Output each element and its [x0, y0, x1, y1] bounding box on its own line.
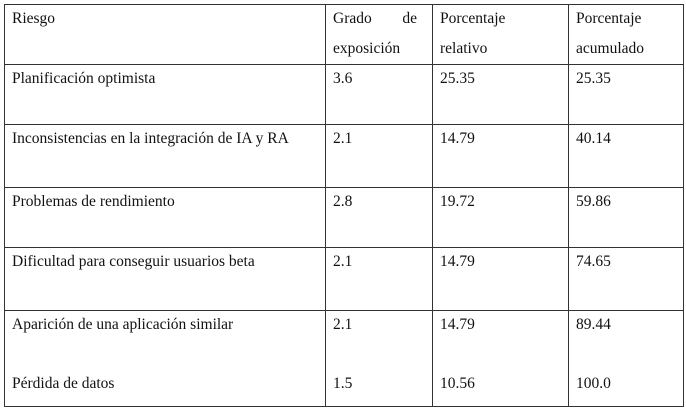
border — [4, 310, 684, 311]
table-cell: 25.35 — [576, 70, 611, 87]
header-cell: Riesgo — [12, 10, 56, 27]
table-cell: 10.56 — [440, 375, 475, 392]
table-cell: 14.79 — [440, 130, 475, 147]
header-cell: Porcentaje acumulado — [576, 10, 645, 57]
table-cell: 3.6 — [333, 70, 353, 87]
table-cell: 14.79 — [440, 253, 475, 270]
table-cell: 59.86 — [576, 193, 611, 210]
table-cell: Pérdida de datos — [12, 375, 115, 392]
table-cell: 89.44 — [576, 316, 611, 333]
table-cell: Dificultad para conseguir usuarios beta — [12, 253, 255, 270]
border — [4, 187, 684, 188]
border — [4, 64, 684, 65]
border — [4, 247, 684, 248]
border — [4, 4, 684, 5]
table-cell: Inconsistencias en la integración de IA … — [12, 130, 289, 147]
header-cell: Grado de exposición — [333, 10, 417, 57]
table-cell: 40.14 — [576, 130, 611, 147]
table-cell: 2.1 — [333, 316, 353, 333]
table-cell: 74.65 — [576, 253, 611, 270]
table-cell: 14.79 — [440, 316, 475, 333]
border — [4, 406, 684, 407]
table-cell: 2.1 — [333, 253, 353, 270]
table-cell: 1.5 — [333, 375, 353, 392]
border — [683, 4, 684, 407]
table-cell: 100.0 — [576, 375, 611, 392]
table-cell: 19.72 — [440, 193, 475, 210]
header-cell: Porcentaje relativo — [440, 10, 506, 57]
table-cell: Problemas de rendimiento — [12, 193, 175, 210]
table-cell: 2.8 — [333, 193, 353, 210]
border — [4, 4, 5, 407]
table-cell: Aparición de una aplicación similar — [12, 316, 234, 333]
table-cell: 25.35 — [440, 70, 475, 87]
border — [325, 4, 326, 407]
border — [568, 4, 569, 407]
border — [4, 124, 684, 125]
table-cell: Planificación optimista — [12, 70, 156, 87]
border — [432, 4, 433, 407]
table-cell: 2.1 — [333, 130, 353, 147]
